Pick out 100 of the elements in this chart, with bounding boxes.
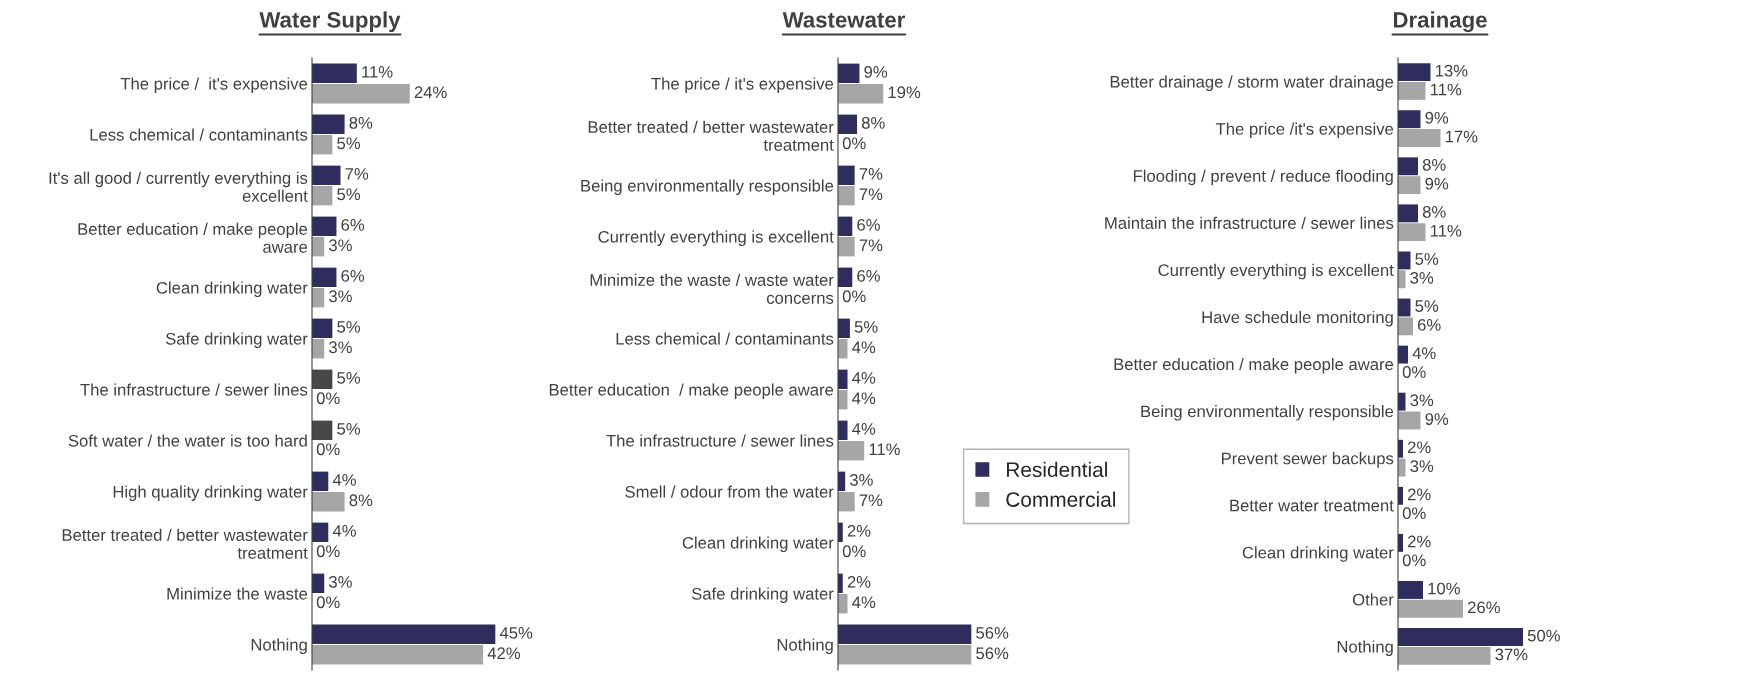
data-label: 8% [1422,206,1446,218]
y-tick-label: Better treated / better wastewater treatment [62,528,308,559]
data-label: 0% [1402,554,1426,567]
data-label: 56% [976,647,1009,660]
bar [1398,270,1406,289]
data-label: 37% [1495,648,1528,661]
data-label: 2% [847,524,871,537]
y-tick-label: Currently everything is excellent [1158,263,1394,280]
data-label: 4% [1412,347,1436,359]
y-tick-label: Other [1352,593,1394,606]
y-tick-label: Being environmentally responsible [581,179,834,195]
data-label: 3% [329,290,352,303]
y-tick-label: Better education / make people aware [549,383,834,399]
data-label: 11% [869,443,900,456]
y-tick-label: Clean drinking water [682,536,834,552]
bar [312,267,337,287]
data-label: 4% [332,525,356,537]
data-label: 7% [859,188,883,201]
data-label: 7% [345,168,369,180]
bar [312,492,345,512]
y-tick-label: Nothing [1337,640,1393,656]
y-tick-label: Currently everything is excellent [598,230,834,246]
bar [1398,110,1421,129]
data-label: 26% [1468,601,1500,614]
data-label: 17% [1445,130,1478,143]
data-label: 0% [316,392,340,405]
bar [312,522,329,542]
data-label: 5% [337,372,361,384]
bar [838,114,858,134]
data-label: 0% [842,545,866,558]
legend-label: Residential [1006,461,1107,478]
bar [312,645,484,665]
data-label: 4% [852,341,876,354]
bar [312,186,333,206]
data-label: 24% [414,86,447,99]
data-label: 5% [1415,253,1439,265]
y-tick-label: Clean drinking water [1242,546,1394,562]
data-label: 2% [1408,488,1431,501]
y-tick-label: Better water treatment [1230,499,1394,512]
data-label: 3% [329,239,352,252]
data-label: 4% [852,372,876,384]
data-label: 0% [316,443,340,456]
data-label: 0% [1402,366,1426,378]
y-tick-label: Minimize the waste [167,587,308,600]
y-tick-label: Better education / make people aware [78,222,308,253]
data-label: 13% [1435,64,1468,77]
bar [838,318,850,338]
y-tick-label: Maintain the infrastructure / sewer lines [1105,216,1394,229]
bar [1398,646,1491,665]
bar [838,165,855,185]
y-tick-label: The price /it's expensive [1215,122,1394,139]
bar [312,63,357,83]
data-label: 5% [337,188,361,201]
bar [1398,345,1408,364]
bar [1398,129,1441,147]
data-label: 11% [362,66,393,78]
data-label: 0% [842,137,866,150]
data-label: 45% [499,627,533,639]
data-label: 0% [316,545,340,558]
bar [312,471,329,491]
data-label: 50% [1527,629,1560,642]
y-tick-label: Better drainage / storm water drainage [1110,75,1394,92]
y-tick-label: High quality drinking water [113,485,308,501]
bar [1398,223,1426,242]
data-label: 5% [1415,300,1439,312]
bar [838,237,855,257]
data-label: 8% [1422,158,1446,171]
bar [838,492,855,512]
data-label: 6% [341,218,365,231]
data-label: 11% [1430,83,1462,96]
bar [838,84,884,104]
bar [838,390,848,410]
bar [1398,392,1406,411]
bar [312,624,496,644]
bar [312,114,345,134]
data-label: 5% [337,423,361,435]
chart-title: Drainage [1393,11,1487,33]
data-label: 5% [854,321,878,333]
data-label: 5% [337,137,361,150]
bar [838,186,855,206]
y-tick-label: Smell / odour from the water [625,485,834,498]
y-tick-label: Being environmentally responsible [1141,405,1394,421]
y-tick-label: The infrastructure / sewer lines [80,383,308,396]
data-label: 6% [341,269,365,282]
data-label: 8% [349,116,373,129]
bar [312,216,337,236]
bar [838,339,848,359]
bar [1398,317,1413,336]
data-label: 5% [337,321,361,333]
data-label: 0% [316,596,340,609]
data-label: 7% [859,494,883,507]
data-label: 3% [1410,394,1434,407]
bar [312,165,341,185]
y-tick-label: Safe drinking water [165,332,308,348]
data-label: 11% [1430,224,1462,237]
bar [838,624,972,644]
data-label: 2% [1408,441,1431,454]
y-tick-label: Have schedule monitoring [1202,310,1393,327]
bar [1398,204,1418,223]
bar [1398,63,1431,82]
